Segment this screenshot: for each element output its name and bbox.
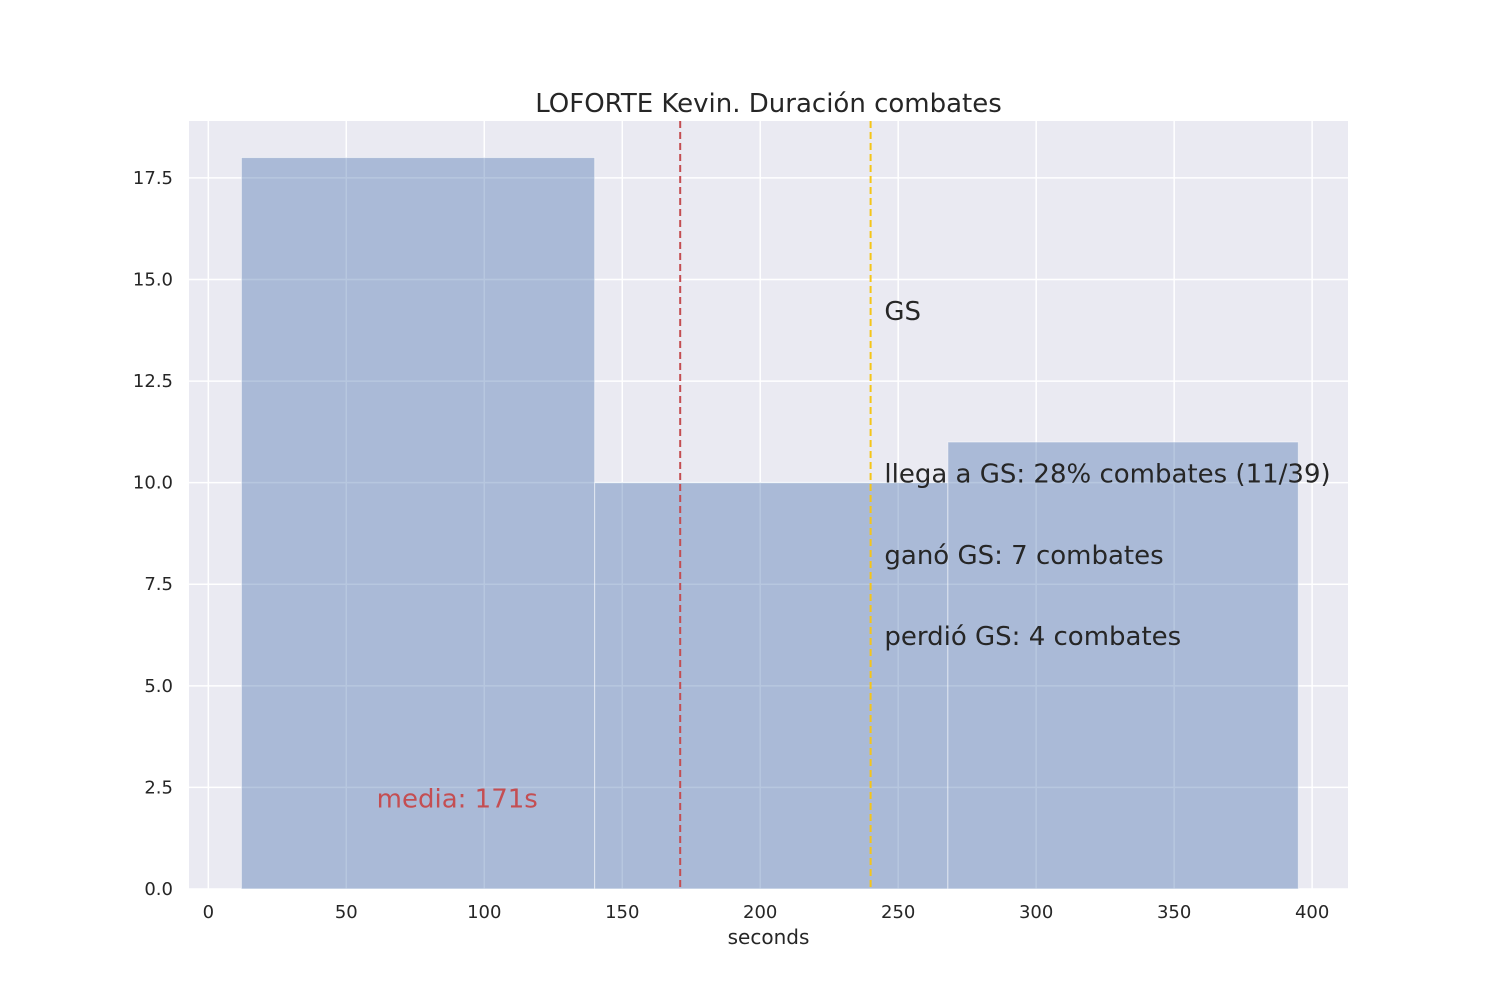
x-tick-label: 150: [605, 902, 639, 923]
annotations: media: 171s GS llega a GS: 28% combates (1…: [377, 297, 1331, 815]
annotation-mean: media: 171s: [377, 785, 538, 815]
y-tick-label: 5.0: [144, 676, 173, 697]
histogram-bar-2: [594, 482, 949, 890]
y-tick-label: 12.5: [133, 371, 173, 392]
histogram-bar-1: [240, 157, 596, 890]
x-tick-label: 100: [467, 902, 501, 923]
x-axis-ticks: 0 50 100 150 200 250 300 350 400: [203, 902, 1330, 923]
annotation-gs: GS: [884, 297, 921, 327]
x-tick-label: 200: [743, 902, 777, 923]
bars: [240, 157, 1299, 890]
vertical-lines: [679, 121, 872, 889]
x-tick-label: 50: [335, 902, 358, 923]
y-tick-label: 0.0: [144, 879, 173, 900]
y-tick-label: 2.5: [144, 777, 173, 798]
annotation-lost-gs: perdió GS: 4 combates: [884, 622, 1181, 652]
y-tick-label: 17.5: [133, 168, 173, 189]
histogram-bar-3: [947, 441, 1299, 890]
x-tick-label: 0: [203, 902, 214, 923]
plot-background: [189, 121, 1348, 889]
x-tick-label: 350: [1157, 902, 1191, 923]
y-axis-ticks: 0.0 2.5 5.0 7.5 10.0 12.5 15.0 17.5: [133, 168, 173, 900]
x-axis-label: seconds: [728, 925, 810, 949]
annotation-won-gs: ganó GS: 7 combates: [884, 541, 1163, 571]
x-tick-label: 250: [881, 902, 915, 923]
y-tick-label: 15.0: [133, 269, 173, 290]
y-tick-label: 7.5: [144, 574, 173, 595]
annotation-reach-gs: llega a GS: 28% combates (11/39): [884, 460, 1330, 490]
y-tick-label: 10.0: [133, 473, 173, 494]
chart-title: LOFORTE Kevin. Duración combates: [535, 89, 1002, 119]
x-tick-label: 300: [1019, 902, 1053, 923]
x-tick-label: 400: [1295, 902, 1329, 923]
